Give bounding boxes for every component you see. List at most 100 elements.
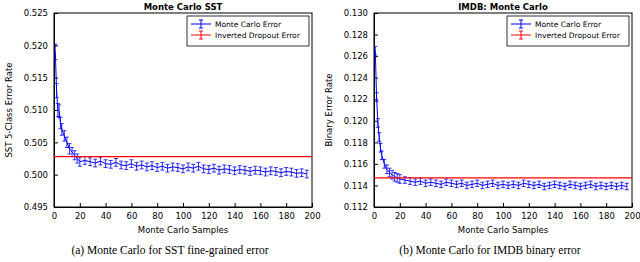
series-line [374, 177, 632, 178]
y-tick-label: 0.520 [24, 41, 48, 51]
plot-frame [54, 13, 312, 207]
y-tick: 0.122 [344, 94, 378, 104]
x-tick-label: 140 [547, 211, 563, 221]
error-bar [233, 167, 237, 175]
y-tick-label: 0.124 [344, 73, 368, 83]
y-axis-title: Binary Error Rate [324, 74, 334, 147]
y-tick-label: 0.495 [24, 202, 48, 212]
legend-box [187, 16, 309, 46]
x-tick-label: 60 [126, 211, 137, 221]
error-bar [480, 182, 484, 188]
error-bar [558, 182, 562, 188]
error-bar [264, 168, 268, 176]
legend-label: Inverted Dropout Error [535, 31, 621, 40]
x-tick: 60 [446, 203, 457, 221]
x-tick-mark [451, 203, 452, 207]
error-bar [475, 180, 479, 186]
y-tick-label: 0.130 [344, 8, 368, 18]
plot-frame [374, 13, 632, 207]
series-line [55, 52, 307, 174]
error-bar [217, 166, 221, 174]
error-bar [522, 180, 526, 186]
error-bar [486, 181, 490, 187]
x-tick-label: 100 [495, 211, 511, 221]
error-bar [70, 148, 74, 157]
error-bar [599, 182, 603, 188]
error-bar [269, 167, 273, 175]
x-tick-label: 80 [472, 211, 483, 221]
error-bar [73, 151, 77, 160]
x-tick: 200 [304, 203, 320, 221]
y-tick: 0.116 [344, 159, 378, 169]
x-axis-title: Monte Carlo Samples [458, 225, 549, 235]
x-tick: 180 [279, 203, 295, 221]
error-bar [124, 162, 128, 170]
x-tick-label: 120 [201, 211, 217, 221]
x-tick-label: 80 [152, 211, 163, 221]
error-bar [62, 131, 66, 141]
y-tick-mark [54, 142, 58, 143]
x-tick-mark [555, 203, 556, 207]
error-bar [60, 124, 64, 136]
legend-item: Monte Carlo Error [511, 20, 602, 29]
x-tick-mark [312, 203, 313, 207]
chart-title: Monte Carlo SST [144, 2, 223, 12]
x-tick-mark [131, 203, 132, 207]
error-bar [191, 164, 195, 172]
x-tick: 120 [521, 203, 537, 221]
error-bar [145, 163, 149, 171]
error-bar [119, 161, 123, 169]
error-bar [93, 159, 97, 167]
y-tick-mark [374, 99, 378, 100]
x-tick: 100 [175, 203, 191, 221]
y-tick: 0.510 [24, 105, 58, 115]
y-tick-mark [374, 185, 378, 186]
error-bar [207, 166, 211, 174]
error-bar [258, 167, 262, 175]
series-line [375, 51, 627, 187]
error-bar [387, 168, 391, 177]
legend: Monte Carlo ErrorInverted Dropout Error [187, 16, 309, 46]
y-tick-label: 0.112 [344, 202, 368, 212]
y-tick: 0.112 [344, 202, 378, 212]
x-tick: 80 [152, 203, 163, 221]
x-tick-mark [400, 203, 401, 207]
x-tick: 160 [253, 203, 269, 221]
x-tick-label: 160 [573, 211, 589, 221]
x-tick: 180 [599, 203, 615, 221]
x-tick-mark [503, 203, 504, 207]
error-bar [166, 164, 170, 172]
error-bar [181, 165, 185, 173]
series-line [54, 156, 312, 157]
error-bar [150, 162, 154, 170]
error-bar [98, 157, 102, 165]
error-bar [563, 183, 567, 189]
error-bar [65, 137, 69, 147]
y-tick: 0.120 [344, 116, 378, 126]
error-bar [83, 157, 87, 165]
legend-label: Monte Carlo Error [535, 20, 602, 29]
x-tick-mark [157, 203, 158, 207]
error-bar [284, 168, 288, 176]
x-tick: 140 [227, 203, 243, 221]
y-tick: 0.520 [24, 41, 58, 51]
x-tick-label: 100 [175, 211, 191, 221]
error-bar [374, 46, 377, 55]
error-bar [243, 166, 247, 174]
y-tick: 0.124 [344, 73, 378, 83]
y-tick-label: 0.500 [24, 170, 48, 180]
error-bar [238, 166, 242, 174]
error-bar [439, 181, 443, 187]
error-bar [449, 180, 453, 186]
panel: 0204060801001201401601802000.4950.5000.5… [4, 2, 321, 257]
x-tick-mark [183, 203, 184, 207]
y-tick-mark [374, 142, 378, 143]
error-bar [88, 158, 92, 166]
error-bar [253, 166, 257, 174]
error-bar [289, 168, 293, 176]
legend-swatch [511, 20, 531, 28]
error-bar [274, 168, 278, 176]
x-tick-label: 20 [395, 211, 406, 221]
x-tick-label: 40 [421, 211, 432, 221]
y-tick: 0.515 [24, 73, 58, 83]
